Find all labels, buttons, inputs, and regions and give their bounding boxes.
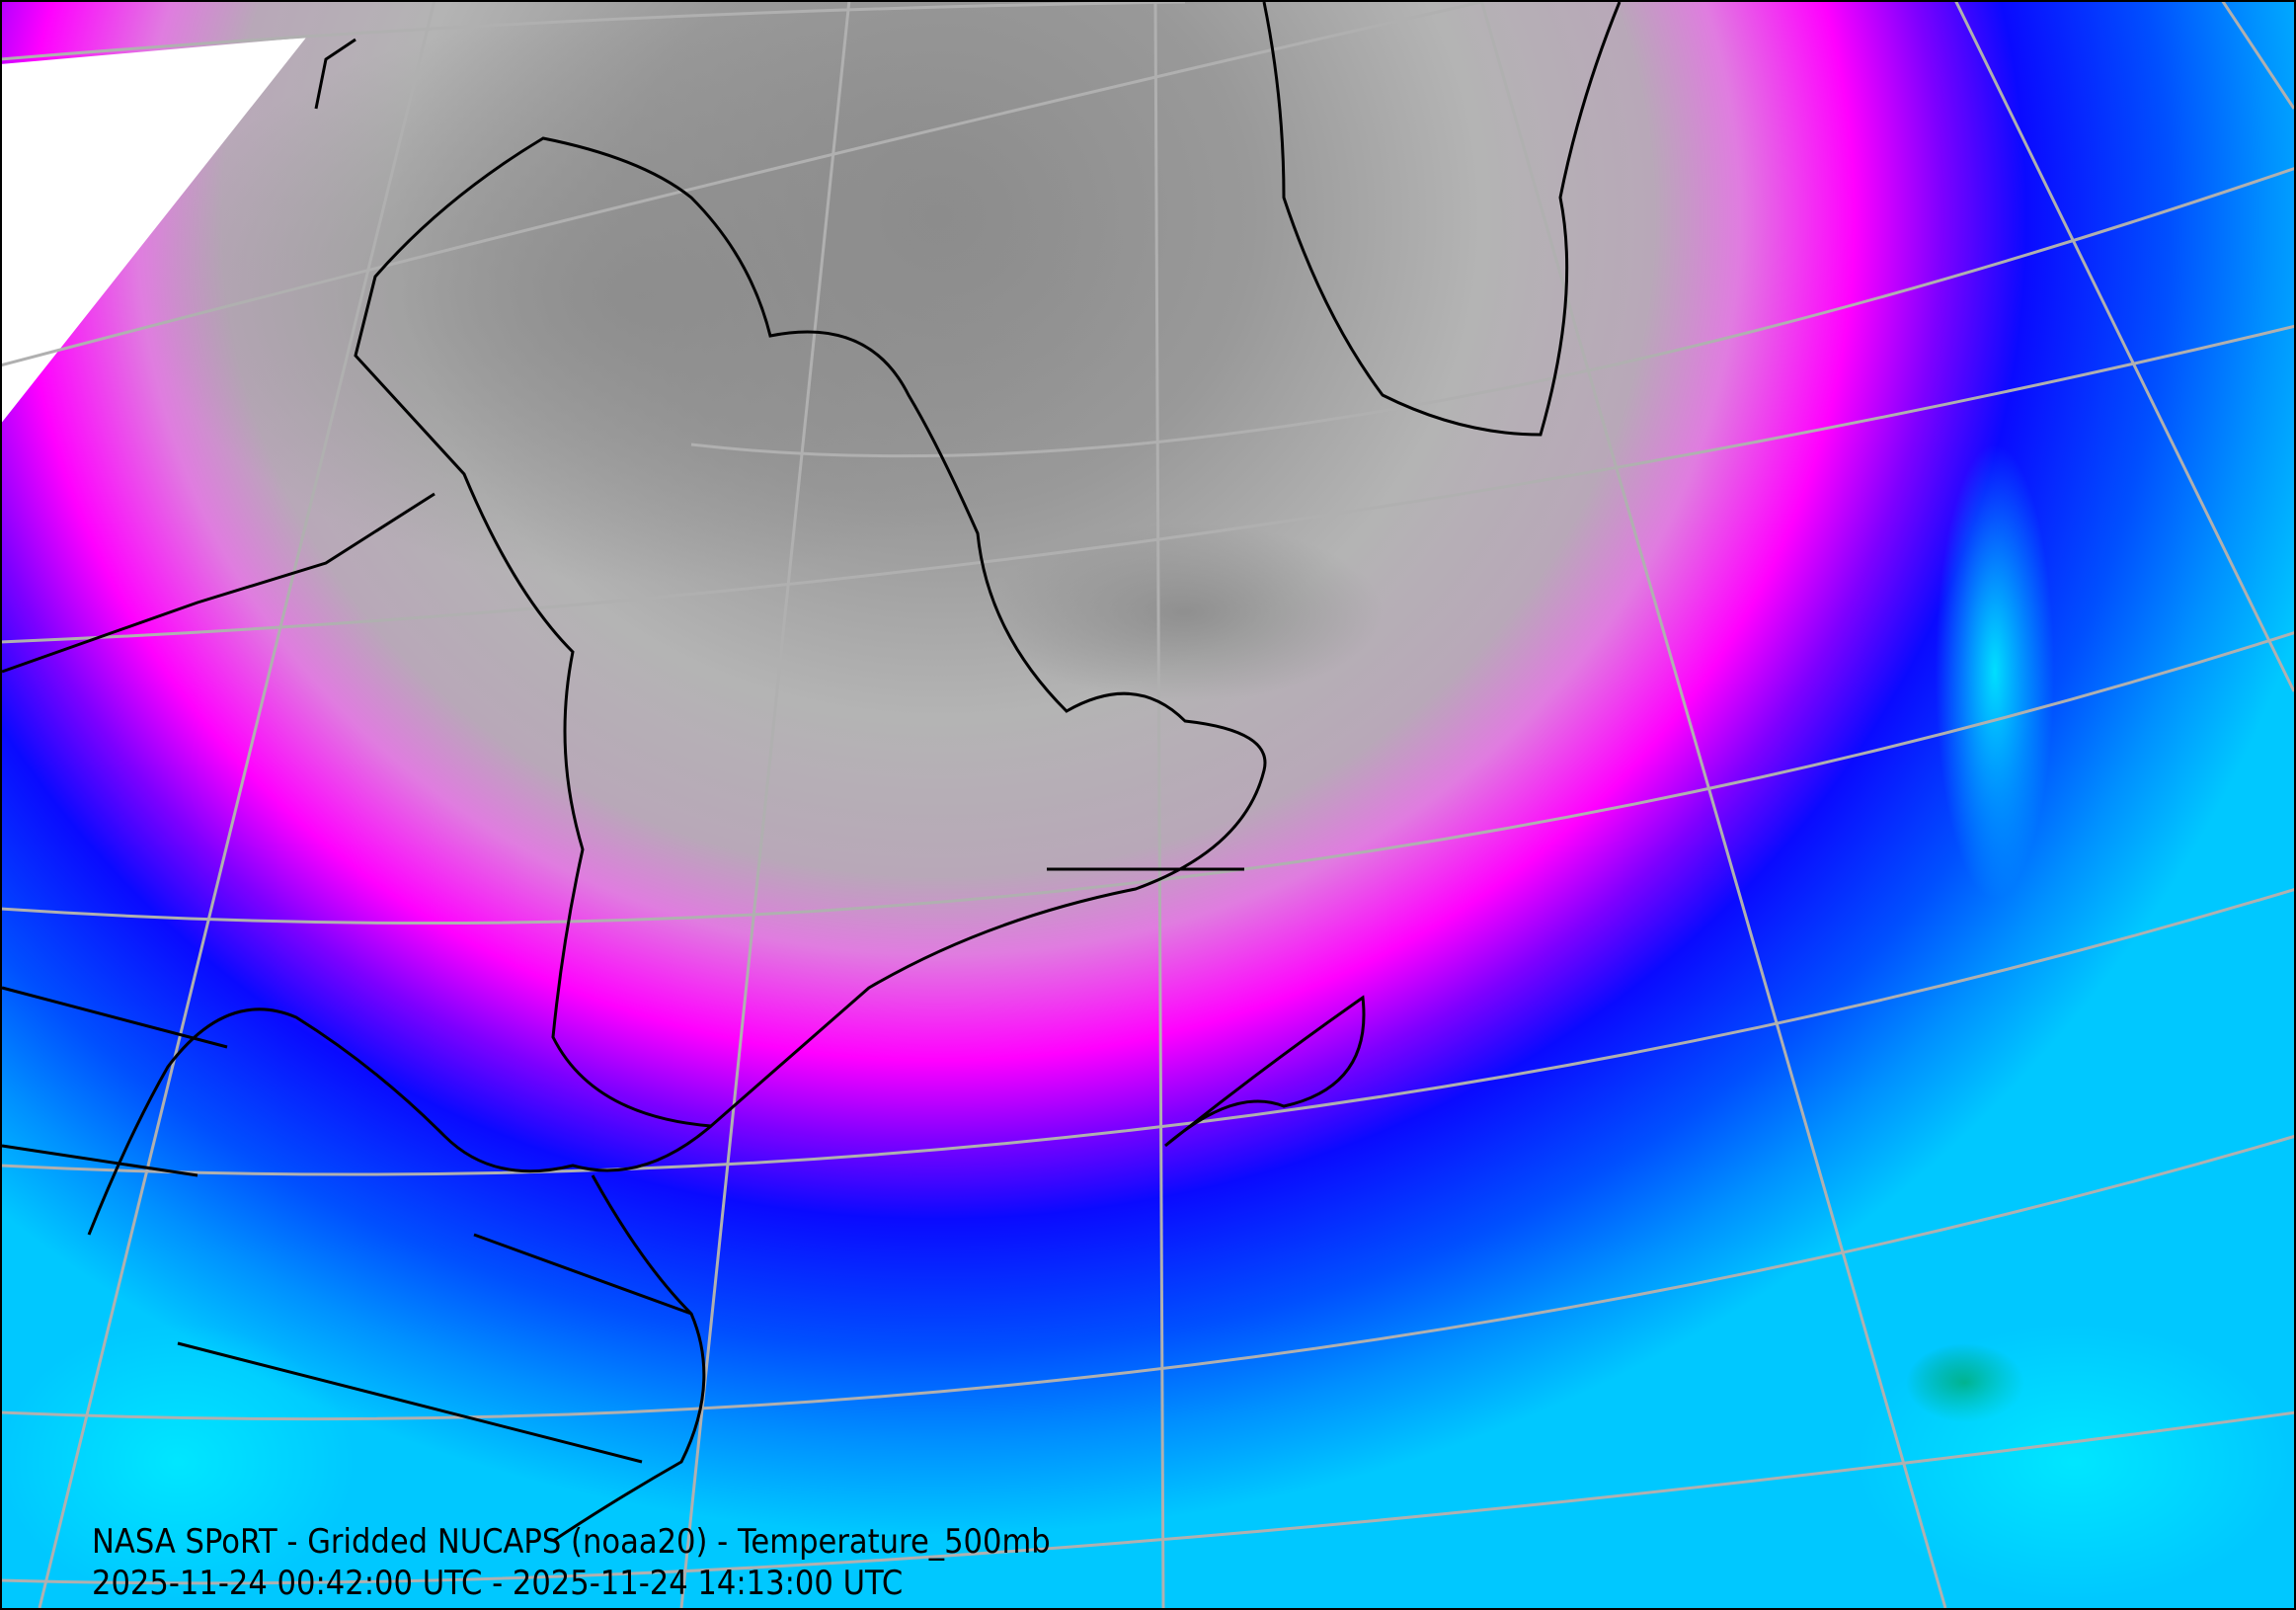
coastlines [1, 1, 1622, 1543]
cyan-bottom-left [0, 1324, 356, 1600]
map-title: NASA SPoRT - Gridded NUCAPS (noaa20) - T… [92, 1522, 1051, 1562]
time-range: 2025-11-24 00:42:00 UTC - 2025-11-24 14:… [92, 1564, 904, 1603]
dark-gray-zone-2 [988, 523, 1383, 701]
cyan-bottom-right [1857, 1324, 2291, 1600]
dark-gray-zone [148, 10, 1136, 583]
no-data-area [0, 38, 306, 425]
cyan-streak [1936, 444, 2054, 899]
